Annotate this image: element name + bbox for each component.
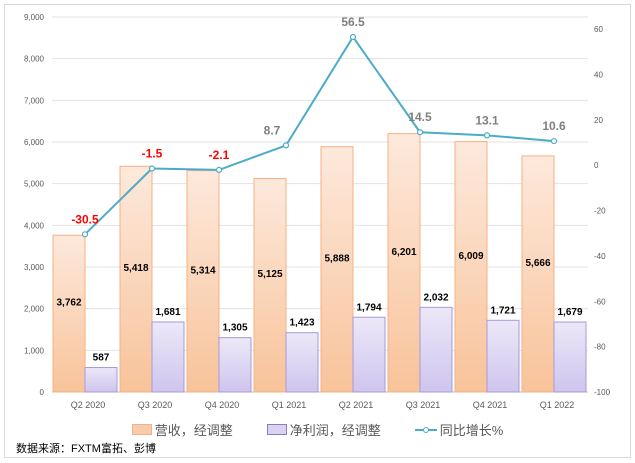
growth-point: [148, 165, 156, 172]
legend: 营收，经调整 净利润，经调整 同比增长%: [0, 420, 635, 439]
revenue-data-label: 3,762: [56, 298, 81, 309]
x-tick-label: Q4 2020: [205, 400, 240, 410]
net-profit-bar: [352, 316, 386, 393]
net-profit-data-label: 1,794: [356, 302, 381, 313]
legend-label: 净利润，经调整: [289, 423, 381, 438]
growth-data-label: 56.5: [341, 15, 365, 29]
legend-label: 营收，经调整: [154, 423, 233, 438]
left-tick-label: 3,000: [24, 263, 45, 272]
net-profit-bar: [553, 321, 587, 393]
revenue-data-label: 5,666: [525, 258, 550, 269]
revenue-data-label: 6,009: [458, 251, 483, 262]
x-tick-label: Q3 2021: [406, 400, 441, 410]
growth-data-label: 14.5: [408, 110, 432, 124]
growth-data-label: 13.1: [475, 113, 499, 127]
revenue-bar: [320, 146, 354, 393]
left-tick-label: 8,000: [24, 55, 45, 64]
net-profit-data-label: 587: [93, 353, 110, 364]
growth-point: [349, 33, 357, 41]
growth-data-label: 8.7: [264, 123, 281, 137]
left-tick-label: 9,000: [24, 13, 45, 22]
net-profit-bar: [218, 337, 252, 393]
net-profit-bar: [285, 332, 319, 393]
growth-point: [416, 129, 424, 136]
net-profit-data-label: 1,721: [490, 305, 515, 316]
left-tick-label: 5,000: [24, 180, 45, 189]
net-profit-data-label: 1,305: [222, 323, 247, 334]
net-profit-data-label: 1,423: [289, 318, 314, 329]
revenue-data-label: 5,314: [190, 265, 215, 276]
x-tick-label: Q3 2020: [138, 400, 173, 410]
revenue-data-label: 6,201: [391, 247, 416, 258]
legend-item-net-profit: 净利润，经调整: [266, 420, 381, 439]
right-tick-label: 20: [594, 116, 603, 125]
chart-frame: [4, 4, 631, 458]
revenue-bar: [387, 133, 421, 393]
right-tick-label: 0: [594, 161, 599, 170]
x-tick-label: Q1 2022: [540, 400, 575, 410]
legend-label: 同比增长%: [439, 423, 504, 438]
revenue-data-label: 5,418: [123, 263, 148, 274]
x-tick-label: Q4 2021: [473, 400, 508, 410]
growth-data-label: 10.6: [542, 119, 566, 133]
revenue-bar: [521, 155, 555, 393]
net-profit-bar: [419, 306, 453, 393]
revenue-bar: [186, 170, 220, 393]
net-profit-data-label: 1,679: [557, 307, 582, 318]
right-tick-label: 60: [594, 25, 603, 34]
growth-data-label: -2.1: [209, 148, 230, 162]
right-tick-label: -20: [594, 207, 606, 216]
growth-point: [282, 142, 290, 149]
net-profit-bar: [151, 321, 185, 393]
legend-item-growth: 同比增长%: [414, 420, 504, 439]
right-tick-label: -40: [594, 252, 606, 261]
left-tick-label: 1,000: [24, 346, 45, 355]
growth-line: [84, 35, 555, 236]
right-tick-label: 40: [594, 70, 603, 79]
net-profit-bar: [486, 319, 520, 393]
net-profit-data-label: 1,681: [155, 307, 180, 318]
left-tick-label: 4,000: [24, 221, 45, 230]
legend-item-revenue: 营收，经调整: [131, 420, 233, 439]
revenue-data-label: 5,888: [324, 253, 349, 264]
revenue-bar: [454, 141, 488, 393]
growth-point: [483, 132, 491, 139]
growth-point: [550, 137, 558, 145]
x-tick-label: Q1 2021: [272, 400, 307, 410]
net-profit-data-label: 2,032: [423, 292, 448, 303]
growth-data-label: -30.5: [71, 212, 99, 226]
right-tick-label: -60: [594, 297, 606, 306]
left-tick-label: 7,000: [24, 96, 45, 105]
left-tick-label: 6,000: [24, 138, 45, 147]
revenue-bar: [253, 177, 287, 393]
growth-point: [215, 166, 223, 173]
source-note: 数据来源：FXTM富拓、彭博: [16, 443, 156, 455]
revenue-bar: [119, 165, 153, 393]
right-tick-label: -80: [594, 343, 606, 352]
left-tick-label: 0: [40, 388, 45, 397]
revenue-bar: [52, 234, 86, 393]
x-tick-label: Q2 2021: [339, 400, 374, 410]
x-tick-label: Q2 2020: [71, 400, 106, 410]
left-tick-label: 2,000: [24, 305, 45, 314]
net-profit-bar: [84, 367, 118, 393]
revenue-data-label: 5,125: [257, 269, 282, 280]
growth-data-label: -1.5: [142, 147, 163, 161]
growth-point: [81, 231, 89, 238]
right-tick-label: -100: [594, 388, 611, 397]
